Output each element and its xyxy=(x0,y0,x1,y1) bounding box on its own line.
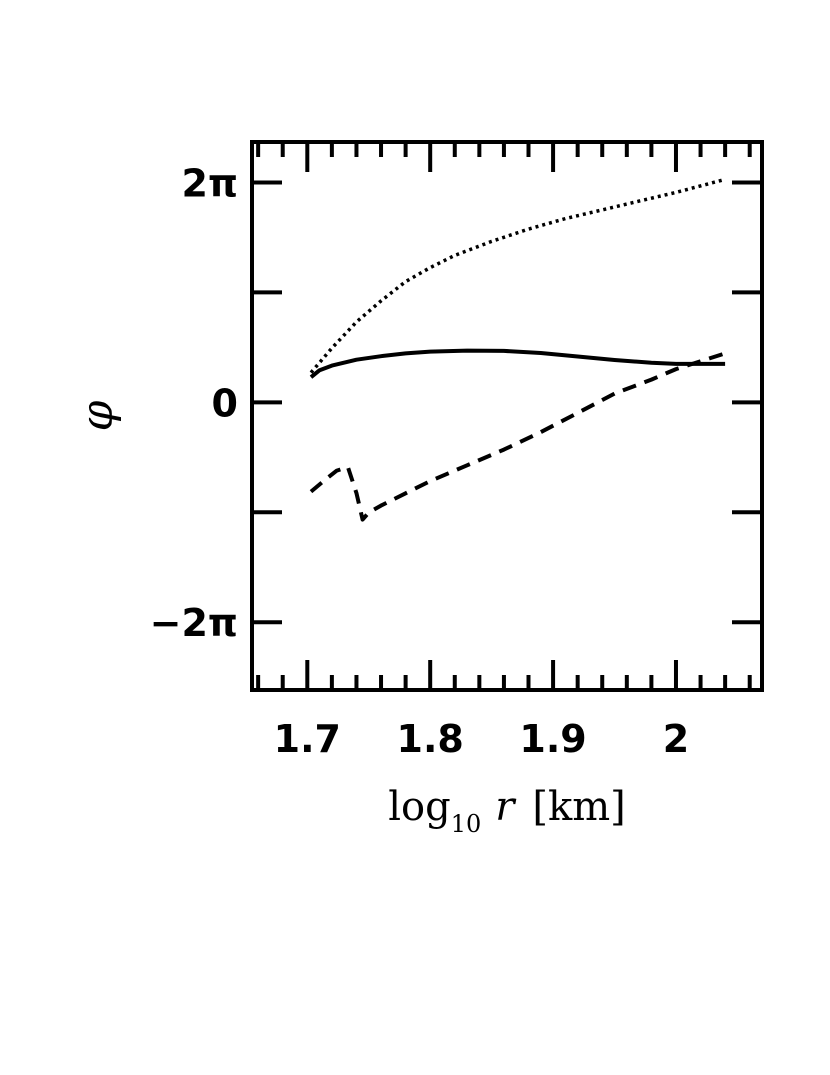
tick-labels-layer: 1.7 1.8 1.9 2 −2π 0 2π xyxy=(150,161,690,761)
series-line-dotted xyxy=(309,177,726,374)
plot-frame xyxy=(250,140,764,692)
x-axis-label-unit: [km] xyxy=(532,784,625,830)
ticks-layer xyxy=(252,142,762,690)
x-tick-label: 1.7 xyxy=(274,717,341,761)
x-axis-label-variable: r xyxy=(495,784,517,830)
y-axis-label: φ xyxy=(72,400,123,431)
y-tick-label: 2π xyxy=(182,161,239,205)
x-tick-label: 1.9 xyxy=(519,717,586,761)
series-line-solid xyxy=(309,348,726,379)
x-axis-label-prefix: log xyxy=(388,784,450,830)
x-axis-label: log10 r [km] xyxy=(388,784,626,838)
x-axis-label-subscript: 10 xyxy=(451,810,482,838)
series-line-dashed xyxy=(309,351,726,522)
y-tick-label: 0 xyxy=(212,381,238,425)
series-layer xyxy=(309,177,726,522)
x-tick-label: 1.8 xyxy=(397,717,464,761)
x-tick-label: 2 xyxy=(663,717,689,761)
y-tick-label: −2π xyxy=(150,601,238,645)
